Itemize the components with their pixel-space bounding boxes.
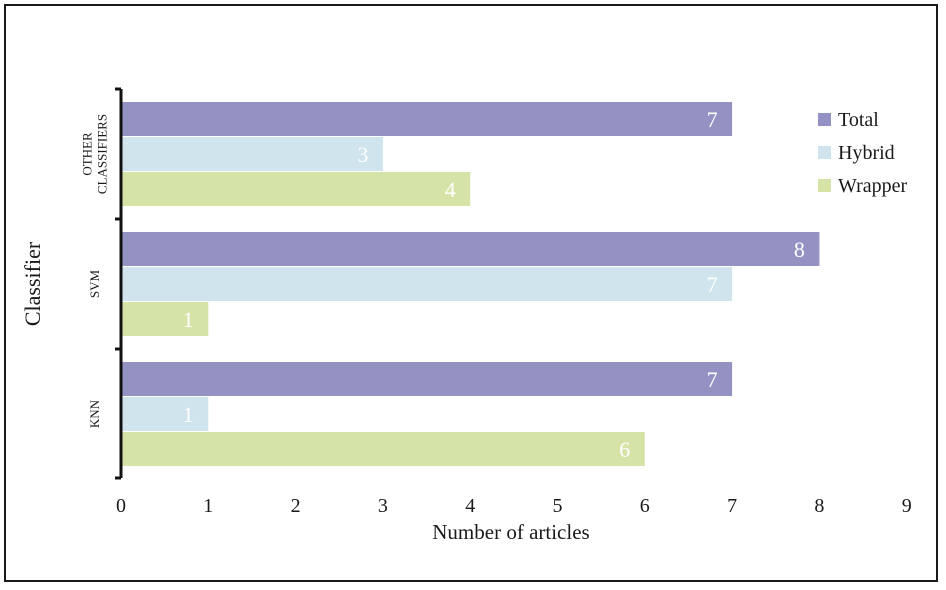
y-axis-title: Classifier (20, 241, 45, 326)
bar-knn-wrapper (121, 432, 645, 466)
bar-svm-wrapper (121, 302, 209, 336)
bar-other-classifiers-total (121, 102, 733, 136)
data-label-knn-wrapper: 6 (619, 437, 630, 462)
x-tick-label-7: 7 (727, 495, 737, 517)
legend-swatch-total (818, 113, 831, 126)
x-axis-title: Number of articles (432, 520, 589, 544)
legend-label-wrapper: Wrapper (838, 175, 907, 197)
legend: Total Hybrid Wrapper (818, 109, 907, 197)
category-labels: OTHERCLASSIFIERS SVM KNN (80, 114, 110, 428)
bar-knn-total (121, 362, 733, 396)
x-tick-label-4: 4 (465, 495, 475, 517)
x-tick-labels: 0 1 2 3 4 5 6 7 8 9 (116, 495, 912, 517)
category-label-other-classifiers: OTHERCLASSIFIERS (80, 114, 110, 194)
x-tick-label-5: 5 (553, 495, 563, 517)
bar-other-classifiers-hybrid (121, 137, 383, 171)
bar-other-classifiers-wrapper (121, 172, 471, 206)
legend-label-total: Total (838, 109, 879, 131)
bars-group (121, 102, 820, 466)
legend-swatch-wrapper (818, 179, 831, 192)
legend-swatch-hybrid (818, 146, 831, 159)
y-tick-marks (115, 87, 121, 480)
x-tick-label-3: 3 (378, 495, 388, 517)
bar-svm-total (121, 232, 820, 266)
category-label-knn: KNN (87, 399, 102, 428)
category-label-line: OTHER (80, 132, 95, 176)
bar-knn-hybrid (121, 397, 209, 431)
x-tick-label-1: 1 (203, 495, 213, 517)
x-tick-label-8: 8 (814, 495, 824, 517)
data-label-svm-total: 8 (794, 237, 805, 262)
data-label-other-classifiers-wrapper: 4 (445, 177, 456, 202)
x-tick-label-2: 2 (291, 495, 301, 517)
bar-svm-hybrid (121, 267, 733, 301)
data-labels-group: 7 3 4 8 7 1 7 1 6 (183, 107, 805, 462)
data-label-knn-hybrid: 1 (183, 402, 194, 427)
category-label-line: CLASSIFIERS (95, 114, 110, 194)
legend-label-hybrid: Hybrid (838, 142, 895, 164)
x-tick-label-6: 6 (640, 495, 650, 517)
data-label-svm-wrapper: 1 (183, 307, 194, 332)
x-tick-label-0: 0 (116, 495, 126, 517)
data-label-other-classifiers-total: 7 (707, 107, 718, 132)
x-tick-label-9: 9 (902, 495, 912, 517)
data-label-svm-hybrid: 7 (707, 272, 718, 297)
category-label-svm: SVM (87, 269, 102, 298)
data-label-other-classifiers-hybrid: 3 (357, 142, 368, 167)
data-label-knn-total: 7 (707, 367, 718, 392)
